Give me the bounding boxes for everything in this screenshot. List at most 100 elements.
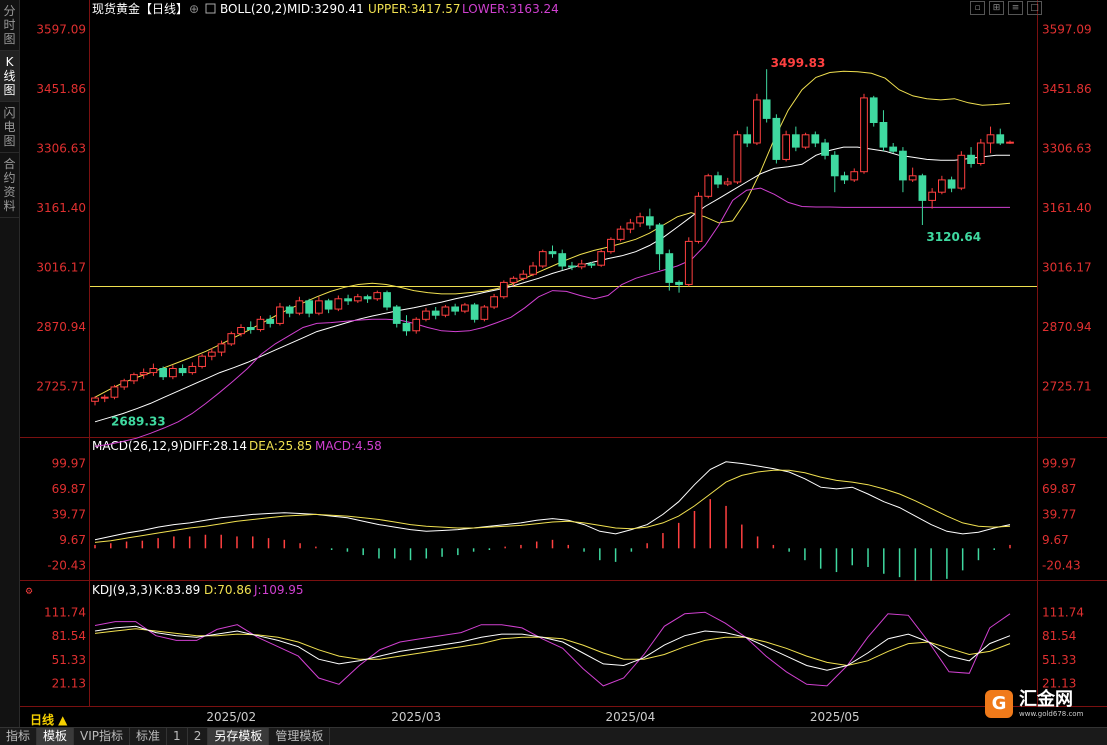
candle-body [315,300,323,314]
x-tick-label: 2025/03 [391,710,441,724]
macd-dea: DEA:25.85 [249,439,312,453]
grid-icon[interactable]: ⊞ [989,1,1004,15]
candle-body [169,368,177,378]
candle-body [120,380,129,388]
candle-body [373,292,382,300]
candle-body [470,304,479,320]
candle-body [996,134,1005,144]
candle-body [918,175,927,201]
list-icon[interactable]: ≡ [1008,1,1023,15]
candle-body [986,134,995,144]
tab-contract-info[interactable]: 合约资料 [0,153,19,218]
candle-body [392,306,401,324]
tab-kline[interactable]: K线图 [0,51,19,102]
candle-body [451,306,460,312]
kdj-series [94,611,1011,687]
y-tick-label-left: 3451.86 [36,82,86,96]
candle-body [441,306,450,316]
logo-icon: G [985,690,1013,718]
maximize-icon[interactable]: □ [1027,1,1042,15]
y-tick-label-left: 111.74 [44,605,86,619]
period-selector[interactable]: 日线 ▲ [30,713,68,727]
indicator-toggle-icon[interactable] [205,3,216,14]
y-tick-label-left: -20.43 [47,559,86,573]
candle-body [762,99,771,119]
macd-series [94,461,1011,581]
y-tick-label-left: 69.87 [52,482,86,496]
candle-body [188,365,197,374]
macd-value: MACD:4.58 [315,439,382,453]
candle-body [344,298,352,302]
candle-body [1006,141,1014,144]
candle-body [967,154,975,165]
y-tick-label-right: 111.74 [1042,605,1084,619]
tab-lightning[interactable]: 闪电图 [0,102,19,153]
candles [91,69,1014,406]
y-tick-label-right: 3597.09 [1042,22,1092,36]
panel-menu-icon[interactable]: ⚙ [25,587,33,597]
candle-body [509,277,518,283]
candle-body [675,281,683,285]
tab-template[interactable]: 模板 [37,728,75,745]
tab-standard[interactable]: 标准 [130,728,168,745]
candle-body [607,238,615,253]
candle-body [860,97,868,173]
candle-body [198,355,206,367]
candle-body [879,122,888,148]
candle-body [801,134,810,148]
chart-canvas[interactable]: 现货黄金【日线】 ⊕ BOLL(20,2) MID:3290.41 UPPER:… [0,0,1107,727]
y-axis-labels: 3597.09 3597.09 3451.86 3451.86 3306.63 3306.… [36,22,1091,690]
kdj-name: KDJ(9,3,3) [92,583,153,597]
start-low-label: 2689.33 [111,414,166,428]
candle-body [743,134,752,144]
candle-body [276,306,284,324]
logo-name: 汇金网 [1019,688,1073,710]
y-tick-label-right: 81.54 [1042,629,1076,643]
candle-body [139,372,148,376]
boll-name: BOLL(20,2) [220,2,287,16]
tab-template-1[interactable]: 1 [167,728,188,745]
y-tick-label-right: 2725.71 [1042,380,1092,394]
window-toolbar: ▫ ⊞ ≡ □ [970,1,1042,15]
y-tick-label-right: 99.97 [1042,457,1076,471]
candle-body [636,216,644,224]
save-template-button[interactable]: 另存模板 [208,728,270,745]
kdj-j: J:109.95 [253,583,304,597]
manage-templates-button[interactable]: 管理模板 [269,728,331,745]
restore-icon[interactable]: ▫ [970,1,985,15]
candle-body [976,142,985,164]
kdj-d-line [94,628,1011,667]
tab-vip-indicators[interactable]: VIP指标 [74,728,131,745]
y-tick-label-right: 39.77 [1042,508,1076,522]
y-tick-label-right: -20.43 [1042,559,1081,573]
y-tick-label-left: 3161.40 [36,201,86,215]
candle-body [91,397,99,402]
candle-body [655,224,664,255]
boll-mid: MID:3290.41 [287,2,364,16]
tab-timeshare[interactable]: 分时图 [0,0,19,51]
candle-body [217,343,226,353]
candle-body [538,251,547,267]
y-tick-label-left: 51.33 [52,653,86,667]
settings-icon[interactable]: ⊕ [189,2,199,16]
candle-body [665,253,674,283]
candle-body [266,318,275,324]
y-tick-label-left: 2725.71 [36,380,86,394]
candle-body [422,310,430,320]
candle-body [947,179,956,189]
candle-body [490,296,498,308]
tab-template-2[interactable]: 2 [188,728,209,745]
boll-upper-line [94,70,1011,398]
macd-diff-line [94,461,1011,541]
y-tick-label-left: 3016.17 [36,261,86,275]
candle-body [285,306,294,314]
y-tick-label-left: 99.97 [52,457,86,471]
candle-body [461,304,469,312]
boll-lower: LOWER:3163.24 [462,2,559,16]
candle-body [830,154,839,177]
candle-body [402,322,411,332]
candle-body [519,273,528,279]
y-tick-label-right: 9.67 [1042,533,1069,547]
kdj-k: K:83.89 [154,583,200,597]
tab-indicators[interactable]: 指标 [0,728,38,745]
